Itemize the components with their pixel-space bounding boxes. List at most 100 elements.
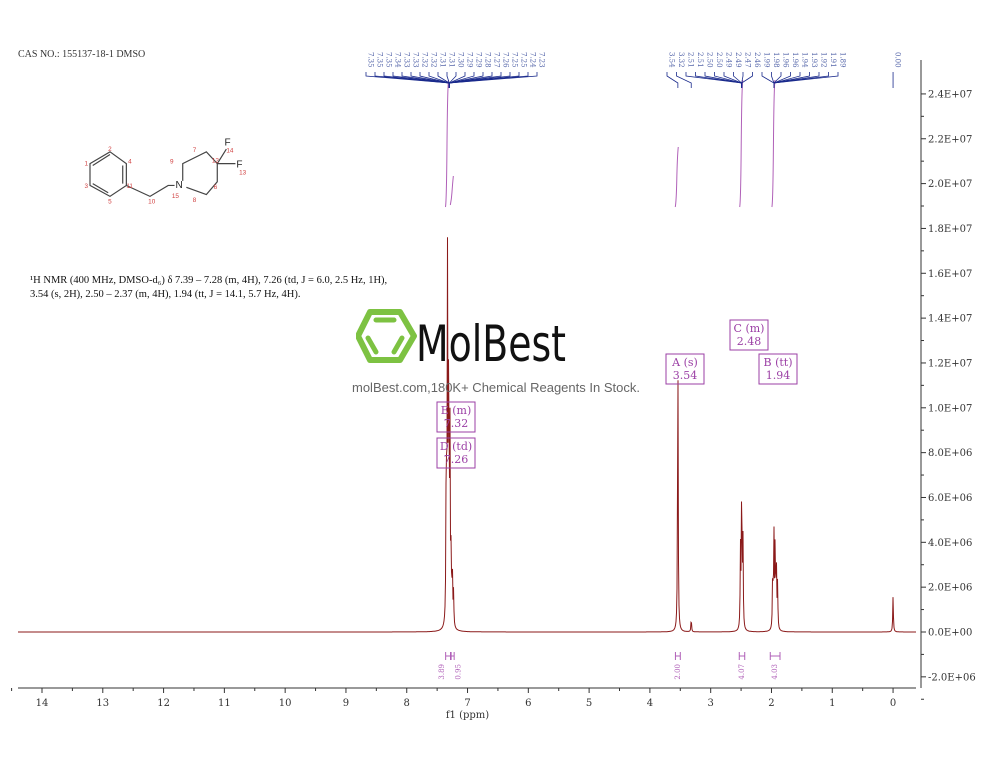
atom-label: 8 — [193, 197, 197, 204]
x-tick-label: 8 — [404, 698, 410, 709]
atom-label: 9 — [170, 159, 174, 166]
x-tick-label: 11 — [218, 698, 231, 709]
atom-label: 10 — [148, 199, 156, 206]
peak-label: 7.31 — [448, 52, 456, 68]
x-tick-label: 14 — [36, 698, 49, 709]
peak-label: 7.33 — [403, 52, 411, 68]
peak-label-leader — [666, 72, 679, 88]
atom-label: 3 — [85, 183, 89, 190]
atom-element: N — [175, 180, 182, 191]
peak-label: 7.29 — [475, 52, 483, 68]
peak-label-leader — [761, 72, 775, 88]
integral-curve — [739, 79, 744, 208]
peak-label: 7.32 — [421, 52, 429, 68]
peak-label: 2.50 — [706, 52, 714, 68]
peak-label: 2.50 — [715, 52, 723, 68]
x-tick-label: 0 — [890, 698, 896, 709]
x-tick-label: 6 — [525, 698, 531, 709]
x-tick-label: 7 — [464, 698, 470, 709]
integral-curve — [449, 175, 454, 206]
peak-label: 1.99 — [763, 52, 771, 68]
peak-label: 1.96 — [791, 52, 799, 68]
atom-label: 4 — [128, 159, 132, 166]
peak-label: 2.46 — [753, 52, 761, 68]
peak-label: 7.35 — [376, 52, 384, 68]
integral-value: 2.00 — [674, 664, 682, 680]
molecule-structure: 1 2 3 4 5 6 7 8 9 10 11 12 13 14 15 N F … — [85, 137, 247, 206]
x-tick-label: 2 — [768, 698, 774, 709]
atom-label: 12 — [212, 158, 220, 165]
x-axis-label: f1 (ppm) — [446, 710, 489, 721]
logo-text: MolBest — [416, 315, 566, 366]
atom-element: F — [225, 137, 231, 148]
atom-label: 13 — [239, 170, 247, 177]
y-tick-label: 2.4E+07 — [928, 89, 972, 100]
multiplet-shift: 7.26 — [444, 453, 469, 466]
integral-curve — [444, 79, 449, 208]
peak-label-leader — [448, 72, 538, 88]
x-tick-label: 3 — [708, 698, 714, 709]
peak-label: 7.31 — [439, 52, 447, 68]
peak-label: 1.91 — [829, 52, 837, 68]
peak-label: 7.29 — [466, 52, 474, 68]
multiplet-shift: 3.54 — [673, 369, 698, 382]
peak-label: 1.89 — [839, 52, 847, 68]
nmr-description-line: 3.54 (s, 2H), 2.50 – 2.37 (m, 4H), 1.94 … — [30, 289, 301, 300]
y-tick-label: 8.0E+06 — [928, 448, 972, 459]
multiplet-label: C (m) — [734, 322, 765, 335]
peak-label: 7.26 — [502, 52, 510, 68]
peak-label: 2.51 — [696, 52, 704, 68]
multiplet-shift: 7.32 — [444, 417, 469, 430]
multiplet-shift: 2.48 — [737, 335, 762, 348]
multiplet-box — [436, 437, 476, 469]
y-tick-label: 1.2E+07 — [928, 358, 972, 369]
peak-label: 7.35 — [385, 52, 393, 68]
atom-label: 6 — [214, 184, 218, 191]
nmr-description-line: ¹H NMR (400 MHz, DMSO-d₆) δ 7.39 – 7.28 … — [30, 275, 388, 286]
x-tick-label: 4 — [647, 698, 653, 709]
atom-label: 7 — [193, 147, 197, 154]
peak-label: 7.33 — [412, 52, 420, 68]
multiplet-box — [729, 319, 769, 351]
y-tick-label: -2.0E+06 — [928, 672, 976, 683]
integral-value: 4.03 — [771, 664, 779, 680]
multiplet-box — [665, 353, 705, 385]
multiplet-box — [758, 353, 798, 385]
peak-label: 2.49 — [725, 52, 733, 68]
peak-label: 7.34 — [394, 52, 402, 68]
peak-label-leader — [448, 72, 457, 88]
peak-label: 1.96 — [782, 52, 790, 68]
peak-label: 3.32 — [677, 52, 685, 68]
y-tick-label: 1.0E+07 — [928, 403, 972, 414]
multiplet-label: E (m) — [441, 404, 472, 417]
atom-element: F — [236, 159, 242, 170]
peak-label: 2.47 — [744, 52, 752, 68]
peak-label: 7.28 — [484, 52, 492, 68]
integral-curve — [771, 79, 776, 208]
integral-value: 4.07 — [738, 664, 746, 680]
peak-label: 7.35 — [367, 52, 375, 68]
integral-value: 0.95 — [455, 664, 463, 680]
atom-label: 15 — [172, 193, 180, 200]
y-tick-label: 0.0E+00 — [928, 628, 972, 639]
y-tick-label: 1.6E+07 — [928, 269, 972, 280]
peak-label: 7.23 — [538, 52, 546, 68]
peak-label: 7.24 — [529, 52, 537, 68]
peak-label: 7.30 — [457, 52, 465, 68]
spectrum-line — [18, 237, 916, 633]
integral-value: 3.89 — [438, 664, 446, 680]
atom-label: 5 — [108, 199, 112, 206]
cas-number: CAS NO.: 155137-18-1 DMSO — [18, 49, 146, 60]
peak-label: 7.25 — [520, 52, 528, 68]
y-tick-label: 1.4E+07 — [928, 314, 972, 325]
peak-label: 1.94 — [801, 52, 809, 68]
peak-label-leader — [676, 72, 692, 88]
peak-label: 2.51 — [687, 52, 695, 68]
peak-label: 7.32 — [430, 52, 438, 68]
y-tick-label: 2.0E+06 — [928, 583, 972, 594]
multiplet-box — [436, 401, 476, 433]
y-tick-label: 2.0E+07 — [928, 179, 972, 190]
peak-label: 1.98 — [772, 52, 780, 68]
peak-label: 7.25 — [511, 52, 519, 68]
molbest-logo: MolBest — [356, 309, 566, 366]
